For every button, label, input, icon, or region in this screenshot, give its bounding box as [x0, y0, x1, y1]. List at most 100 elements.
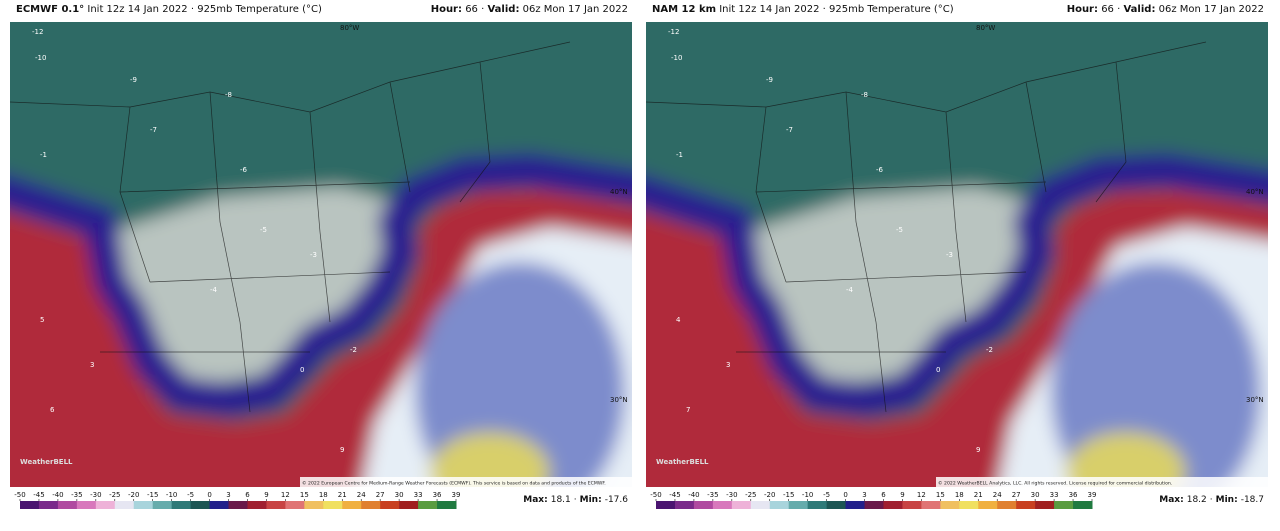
- colorbar-label: 18: [319, 491, 328, 499]
- colorbar-segment: [209, 501, 230, 509]
- station-value: -12: [668, 28, 679, 36]
- colorbar-label: -10: [166, 491, 177, 499]
- logo: WeatherBELL: [20, 458, 73, 466]
- field-name: 925mb Temperature (°C): [829, 4, 954, 15]
- max-min: Max: 18.1 · Min: -17.6: [523, 495, 628, 505]
- station-value: 7: [686, 406, 690, 414]
- colorbar-label: -40: [52, 491, 63, 499]
- cool-land: [746, 187, 1051, 387]
- colorbar-segment: [76, 501, 97, 509]
- colorbar-label: 21: [338, 491, 347, 499]
- colorbar-segment: [38, 501, 59, 509]
- station-value: -3: [946, 251, 953, 259]
- lat-label: 30°N: [610, 396, 628, 404]
- station-value: -9: [130, 76, 137, 84]
- colorbar-label: 21: [974, 491, 983, 499]
- colorbar-segment: [731, 501, 752, 509]
- colorbar-label: 15: [300, 491, 309, 499]
- station-value: -4: [210, 286, 218, 294]
- colorbar-segment: [769, 501, 790, 509]
- separator: ·: [481, 4, 485, 15]
- colorbar-label: 6: [881, 491, 886, 499]
- colorbar-segment: [323, 501, 343, 509]
- station-value: 3: [90, 361, 94, 369]
- station-value: -5: [896, 226, 903, 234]
- colorbar-label: -5: [823, 491, 830, 499]
- colorbar-segment: [693, 501, 714, 509]
- colorbar-label: -50: [14, 491, 25, 499]
- min-label: Min:: [580, 495, 602, 505]
- separator: ·: [1117, 4, 1121, 15]
- colorbar-label: 30: [1031, 491, 1040, 499]
- colorbar-segment: [114, 501, 135, 509]
- separator: ·: [1210, 495, 1213, 505]
- lon-label: 80°W: [340, 24, 359, 32]
- init-time: Init 12z 14 Jan 2022: [87, 4, 188, 15]
- ocean-plume: [415, 262, 625, 487]
- colorbar-label: 24: [993, 491, 1002, 499]
- header: NAM 12 km Init 12z 14 Jan 2022 · 925mb T…: [642, 4, 1268, 20]
- station-value: -7: [150, 126, 157, 134]
- colorbar-segment: [342, 501, 362, 509]
- separator: ·: [822, 4, 826, 15]
- station-value: -2: [350, 346, 357, 354]
- colorbar-segment: [171, 501, 192, 509]
- station-value: -1: [676, 151, 683, 159]
- field-shading: [10, 22, 632, 487]
- colorbar-label: 3: [226, 491, 230, 499]
- colorbar-segment: [940, 501, 960, 509]
- colorbar-label: 24: [357, 491, 366, 499]
- logo: WeatherBELL: [656, 458, 709, 466]
- hour-label: Hour:: [1066, 4, 1098, 15]
- station-value: 0: [300, 366, 304, 374]
- colorbar-segment: [883, 501, 903, 509]
- colorbar-segment: [1054, 501, 1074, 509]
- field-shading: [646, 22, 1268, 487]
- colorbar-label: -25: [745, 491, 756, 499]
- colorbar-label: 36: [1069, 491, 1078, 499]
- colorbar-label: -25: [109, 491, 120, 499]
- colorbar-label: -30: [726, 491, 737, 499]
- colorbar-label: 9: [900, 491, 904, 499]
- header-left: NAM 12 km Init 12z 14 Jan 2022 · 925mb T…: [652, 4, 954, 15]
- panel: NAM 12 km Init 12z 14 Jan 2022 · 925mb T…: [642, 0, 1268, 531]
- colorbar-segment: [380, 501, 400, 509]
- colorbar-segment: [266, 501, 286, 509]
- colorbar-segment: [190, 501, 211, 509]
- station-value: 5: [40, 316, 44, 324]
- colorbar-label: -20: [764, 491, 775, 499]
- station-value: -3: [310, 251, 317, 259]
- colorbar-label: -45: [33, 491, 44, 499]
- colorbar-segment: [656, 501, 676, 509]
- colorbar-label: 39: [1088, 491, 1097, 499]
- station-value: 4: [676, 316, 681, 324]
- model-name: NAM 12 km: [652, 4, 717, 15]
- colorbar-label: 6: [245, 491, 250, 499]
- colorbar-label: 9: [264, 491, 268, 499]
- lat-label: 30°N: [1246, 396, 1264, 404]
- plume-core: [1066, 432, 1186, 487]
- colorbar-segment: [997, 501, 1017, 509]
- max-value: 18.1: [551, 495, 571, 505]
- colorbar-label: 3: [862, 491, 866, 499]
- separator: ·: [574, 495, 577, 505]
- valid-label: Valid:: [1123, 4, 1156, 15]
- station-value: 9: [340, 446, 344, 454]
- credit: © 2022 European Centre for Medium-Range …: [302, 480, 606, 487]
- colorbar-label: 0: [843, 491, 847, 499]
- panel: ECMWF 0.1° Init 12z 14 Jan 2022 · 925mb …: [6, 0, 632, 531]
- colorbar-segment: [95, 501, 116, 509]
- colorbar-segment: [921, 501, 941, 509]
- station-value: -6: [240, 166, 248, 174]
- station-value: -10: [671, 54, 682, 62]
- colorbar-label: -5: [187, 491, 194, 499]
- colorbar-segment: [20, 501, 40, 509]
- map-layer: 80°W 40°N 30°N -12 -10 -9 -8 -7 -6 -5 -4 -3 -2 0 3 4 7 9 -…: [646, 22, 1268, 487]
- colorbar-label: 30: [395, 491, 404, 499]
- colorbar-label: -15: [783, 491, 794, 499]
- colorbar-segment: [361, 501, 381, 509]
- colorbar-segment: [418, 501, 438, 509]
- station-value: -8: [225, 91, 232, 99]
- station-value: 3: [726, 361, 730, 369]
